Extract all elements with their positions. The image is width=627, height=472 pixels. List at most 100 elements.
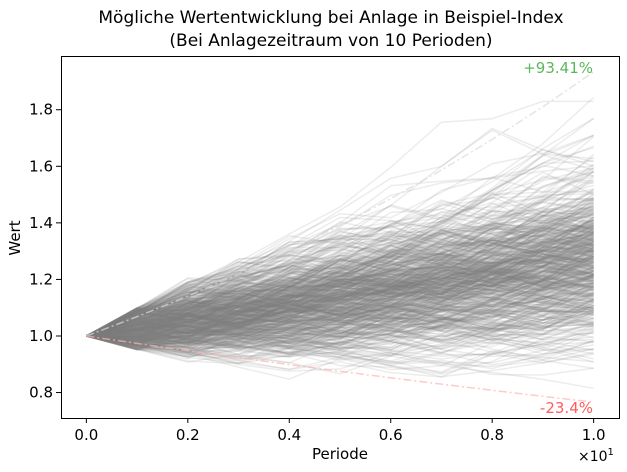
simulation-path bbox=[86, 299, 594, 357]
simulation-path bbox=[86, 270, 594, 356]
simulation-path bbox=[86, 250, 594, 341]
simulation-path bbox=[86, 177, 594, 337]
simulation-path bbox=[86, 257, 594, 348]
simulation-path bbox=[86, 285, 594, 339]
simulation-path bbox=[86, 219, 594, 337]
simulation-path bbox=[86, 258, 594, 337]
simulation-path bbox=[86, 293, 594, 346]
simulation-path bbox=[86, 296, 594, 337]
simulation-path bbox=[86, 240, 595, 343]
simulation-path bbox=[86, 325, 594, 356]
simulation-path bbox=[86, 164, 594, 342]
simulation-path bbox=[86, 279, 594, 337]
simulation-path bbox=[86, 246, 594, 337]
simulation-path bbox=[86, 238, 594, 337]
simulation-path bbox=[86, 268, 594, 337]
simulation-path bbox=[86, 299, 594, 337]
simulation-path bbox=[86, 316, 594, 350]
simulation-path bbox=[86, 249, 594, 351]
simulation-path bbox=[86, 246, 594, 337]
simulation-path bbox=[86, 268, 594, 345]
simulation-path bbox=[86, 310, 594, 339]
simulation-path bbox=[86, 202, 595, 337]
simulation-path bbox=[86, 265, 594, 341]
simulation-path bbox=[86, 279, 594, 344]
simulation-path bbox=[86, 299, 594, 343]
simulation-path bbox=[86, 283, 594, 337]
simulation-path bbox=[86, 267, 594, 337]
simulation-path bbox=[86, 229, 594, 337]
simulation-path bbox=[86, 197, 594, 337]
simulation-path bbox=[86, 320, 594, 375]
simulation-path bbox=[86, 262, 594, 337]
simulation-path bbox=[86, 310, 594, 340]
simulation-path bbox=[86, 217, 594, 345]
simulation-path bbox=[86, 275, 594, 337]
simulation-path bbox=[86, 294, 594, 345]
simulation-path bbox=[86, 241, 594, 337]
simulation-path bbox=[86, 285, 594, 337]
simulation-path bbox=[86, 267, 594, 337]
simulation-path bbox=[86, 265, 594, 337]
simulation-path bbox=[86, 305, 594, 350]
simulation-path bbox=[86, 224, 595, 337]
simulation-path bbox=[86, 295, 594, 339]
simulation-path bbox=[86, 210, 594, 337]
simulation-path bbox=[86, 241, 594, 337]
simulation-path bbox=[86, 220, 594, 337]
simulation-path bbox=[86, 240, 594, 337]
simulation-path bbox=[86, 259, 594, 341]
simulation-path bbox=[86, 249, 595, 345]
simulation-path bbox=[86, 227, 595, 337]
simulation-path bbox=[86, 327, 594, 380]
simulation-path bbox=[86, 302, 594, 338]
simulation-path bbox=[86, 290, 594, 348]
simulation-path bbox=[86, 224, 594, 337]
simulation-path bbox=[86, 219, 594, 337]
simulation-path bbox=[86, 216, 594, 337]
simulation-path bbox=[86, 235, 594, 337]
simulation-path bbox=[86, 188, 594, 342]
simulation-path bbox=[86, 175, 594, 337]
simulation-path bbox=[86, 256, 594, 351]
simulation-path bbox=[86, 167, 594, 345]
simulation-path bbox=[86, 233, 595, 337]
simulation-path bbox=[86, 335, 594, 374]
simulation-path bbox=[86, 171, 594, 337]
simulation-path bbox=[85, 227, 594, 337]
simulation-path bbox=[86, 239, 595, 337]
simulation-path bbox=[86, 146, 594, 337]
simulation-path bbox=[86, 228, 594, 350]
worst-return-annotation: -23.4% bbox=[540, 399, 593, 417]
simulation-path bbox=[86, 228, 595, 348]
simulation-path bbox=[86, 205, 594, 338]
simulation-path bbox=[86, 243, 595, 337]
simulation-path bbox=[86, 253, 594, 337]
simulation-path bbox=[86, 267, 594, 337]
simulation-path bbox=[86, 198, 594, 337]
simulation-path bbox=[86, 235, 594, 337]
simulation-path bbox=[86, 311, 594, 345]
simulation-path bbox=[86, 258, 594, 337]
simulation-path bbox=[86, 308, 594, 354]
simulation-path bbox=[86, 243, 594, 337]
simulation-path bbox=[86, 278, 594, 352]
simulation-path bbox=[86, 286, 594, 337]
simulation-path bbox=[86, 242, 595, 337]
simulation-path bbox=[86, 309, 594, 348]
simulation-path bbox=[86, 274, 594, 337]
simulation-path bbox=[86, 279, 594, 342]
simulation-path bbox=[86, 287, 594, 337]
simulation-path bbox=[86, 226, 594, 337]
simulation-path bbox=[86, 214, 594, 337]
simulation-path bbox=[86, 275, 594, 345]
simulation-path bbox=[86, 261, 594, 337]
simulation-path bbox=[86, 117, 595, 337]
simulation-path bbox=[86, 253, 594, 337]
simulation-path bbox=[86, 304, 594, 351]
simulation-path bbox=[86, 246, 594, 337]
simulation-path bbox=[86, 269, 594, 337]
simulation-path bbox=[86, 285, 594, 342]
simulation-path bbox=[86, 222, 595, 350]
simulation-path bbox=[86, 285, 594, 350]
